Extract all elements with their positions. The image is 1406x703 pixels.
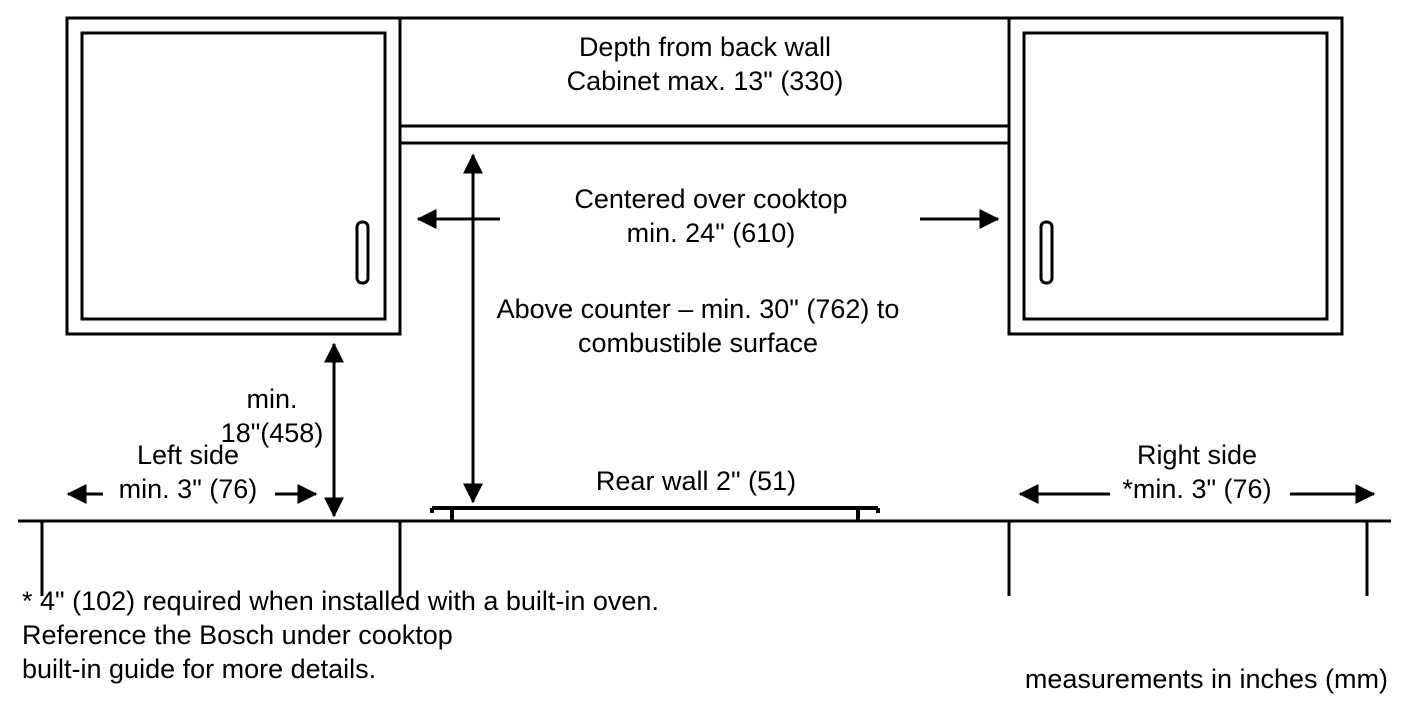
installation-diagram: Depth from back wall Cabinet max. 13" (3… [0, 0, 1406, 703]
min18-label-1: min. [246, 384, 297, 414]
cooktop [432, 508, 878, 521]
right-cabinet-inner [1024, 33, 1327, 319]
right-cabinet-handle [1041, 222, 1052, 283]
left-cabinet-inner [82, 33, 385, 319]
rear-wall-label: Rear wall 2" (51) [596, 466, 796, 496]
above-label-2: combustible surface [578, 328, 818, 358]
depth-label-1: Depth from back wall [579, 32, 831, 62]
depth-label-2: Cabinet max. 13" (330) [567, 66, 844, 96]
above-label-1: Above counter – min. 30" (762) to [497, 294, 900, 324]
centered-label-1: Centered over cooktop [574, 184, 847, 214]
left-side-label-1: Left side [137, 440, 239, 470]
footnote-3: built-in guide for more details. [22, 654, 376, 684]
right-side-label-2: *min. 3" (76) [1122, 474, 1271, 504]
footnote-1: * 4" (102) required when installed with … [22, 586, 659, 616]
left-cabinet-handle [357, 222, 368, 283]
right-side-label-1: Right side [1137, 440, 1257, 470]
left-cabinet-outer [67, 18, 400, 334]
right-cabinet [1009, 18, 1342, 334]
units-label: measurements in inches (mm) [1025, 664, 1388, 694]
footnote-2: Reference the Bosch under cooktop [22, 620, 453, 650]
centered-label-2: min. 24" (610) [627, 218, 796, 248]
right-cabinet-outer [1009, 18, 1342, 334]
left-cabinet [67, 18, 400, 334]
left-side-label-2: min. 3" (76) [119, 474, 258, 504]
